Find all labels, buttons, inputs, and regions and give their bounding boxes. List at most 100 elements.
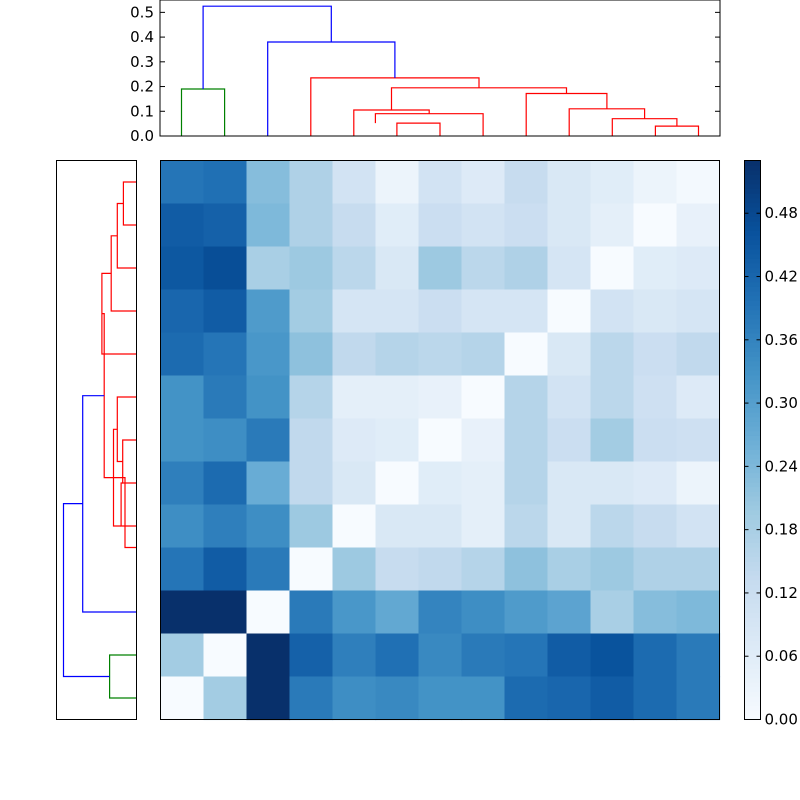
heatmap-cell <box>676 332 721 377</box>
heatmap-cell <box>160 375 205 420</box>
heatmap-cell <box>332 504 377 549</box>
heatmap-cell <box>246 547 291 592</box>
colorbar-segment <box>744 290 761 297</box>
colorbar-segment <box>744 398 761 404</box>
colorbar-segment <box>744 705 761 711</box>
colorbar-segment <box>744 225 761 231</box>
heatmap-cell <box>375 504 420 549</box>
heatmap-cell <box>547 375 592 420</box>
colorbar-segment <box>744 332 761 339</box>
colorbar-segment <box>744 575 761 581</box>
heatmap-cell <box>504 504 549 549</box>
heatmap-cell <box>289 203 334 248</box>
heatmap-cell <box>246 246 291 291</box>
colorbar-segment <box>744 514 761 520</box>
heatmap-cell <box>418 547 463 592</box>
colorbar-segment <box>744 556 761 562</box>
colorbar-segment <box>744 249 761 255</box>
heatmap-cell <box>504 160 549 205</box>
heatmap-cell <box>375 633 420 678</box>
heatmap-cell <box>461 289 506 334</box>
colorbar-segment <box>744 649 761 655</box>
colorbar-segment <box>744 346 761 353</box>
colorbar-segment <box>744 598 761 604</box>
heatmap-cell <box>418 676 463 721</box>
heatmap-cell <box>375 547 420 592</box>
heatmap-cell <box>633 418 678 463</box>
colorbar-tick-label: 0.30 <box>765 394 798 412</box>
left-dendrogram-link <box>113 477 137 549</box>
heatmap-cell <box>289 375 334 420</box>
heatmap-cell <box>547 590 592 635</box>
heatmap-cell <box>289 160 334 205</box>
heatmap-cell <box>375 289 420 334</box>
heatmap-cell <box>633 160 678 205</box>
colorbar-segment <box>744 467 761 474</box>
colorbar-segment <box>744 589 761 595</box>
colorbar-segment <box>744 463 761 469</box>
heatmap-cell <box>160 547 205 592</box>
colorbar-segment <box>744 384 761 390</box>
heatmap-cell <box>590 633 635 678</box>
heatmap-cell <box>590 160 635 205</box>
colorbar-segment <box>744 495 761 502</box>
heatmap-cell <box>160 590 205 635</box>
heatmap-cell <box>461 633 506 678</box>
colorbar-segment <box>744 300 761 306</box>
heatmap-cell <box>289 418 334 463</box>
colorbar-segment <box>744 505 761 511</box>
heatmap-cell <box>332 160 377 205</box>
heatmap-cell <box>504 676 549 721</box>
colorbar-segment <box>744 453 761 460</box>
heatmap-cell <box>289 504 334 549</box>
top-dendrogram <box>180 5 700 136</box>
heatmap-cell <box>547 633 592 678</box>
colorbar-segment <box>744 193 761 199</box>
top-dendrogram-y-axis: 0.0 0.1 0.2 0.3 0.4 0.5 <box>130 3 720 145</box>
colorbar-segment <box>744 528 761 534</box>
colorbar-segment <box>744 440 761 446</box>
colorbar-segment <box>744 328 761 334</box>
colorbar-segment <box>744 621 761 627</box>
colorbar-segment <box>744 286 761 292</box>
heatmap-cell <box>375 461 420 506</box>
colorbar-segment <box>744 607 761 613</box>
heatmap-cell <box>590 504 635 549</box>
colorbar-segment <box>744 449 761 455</box>
heatmap-cell <box>203 590 248 635</box>
colorbar-segment <box>744 412 761 418</box>
colorbar-segment <box>744 374 761 381</box>
colorbar-segment <box>744 472 761 478</box>
colorbar-segment <box>744 421 761 427</box>
colorbar-tick-label: 0.42 <box>765 268 798 286</box>
heatmap-cell <box>676 246 721 291</box>
heatmap-cell <box>289 289 334 334</box>
left-dendrogram-link <box>120 482 137 527</box>
heatmap-cell <box>547 160 592 205</box>
heatmap-cell <box>160 332 205 377</box>
heatmap-cell <box>289 633 334 678</box>
colorbar-segment <box>744 426 761 432</box>
colorbar-segment <box>744 211 761 217</box>
colorbar-segment <box>744 393 761 399</box>
colorbar-segment <box>744 314 761 320</box>
heatmap-cell <box>590 547 635 592</box>
heatmap-cell <box>504 547 549 592</box>
colorbar-segment <box>744 188 761 194</box>
colorbar-segment <box>744 402 761 408</box>
colorbar-segment <box>744 537 761 544</box>
heatmap-cell <box>461 504 506 549</box>
colorbar-segment <box>744 677 761 683</box>
colorbar-segment <box>744 617 761 623</box>
colorbar-segment <box>744 356 761 362</box>
colorbar-segment <box>744 276 761 283</box>
heatmap-cell <box>547 547 592 592</box>
colorbar-segment <box>744 267 761 273</box>
heatmap-cell <box>203 633 248 678</box>
heatmap-cell <box>461 332 506 377</box>
heatmap-cell <box>504 461 549 506</box>
heatmap-cell <box>633 289 678 334</box>
heatmap-cell <box>461 246 506 291</box>
heatmap-cell <box>461 590 506 635</box>
